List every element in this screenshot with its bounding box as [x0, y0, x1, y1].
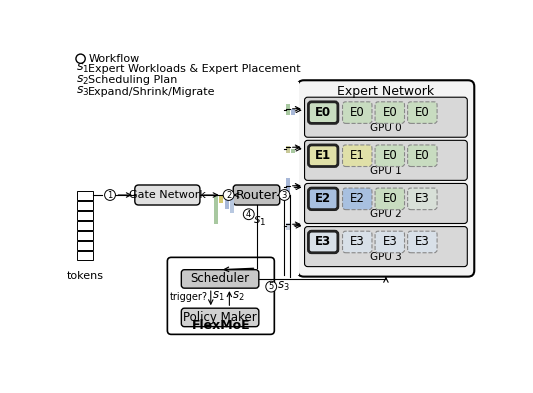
Text: E0: E0 [415, 149, 430, 162]
Text: E3: E3 [415, 235, 430, 248]
Text: E2: E2 [315, 192, 331, 206]
Text: $s_2$: $s_2$ [232, 290, 244, 303]
Text: Expand/Shrink/Migrate: Expand/Shrink/Migrate [88, 87, 216, 97]
FancyBboxPatch shape [375, 188, 405, 209]
Text: E3: E3 [415, 192, 430, 206]
Text: Workflow: Workflow [88, 54, 140, 64]
Bar [286, 178, 290, 192]
Text: E2: E2 [350, 192, 365, 206]
FancyBboxPatch shape [309, 145, 338, 167]
Text: E1: E1 [350, 149, 365, 162]
Text: $s_1$: $s_1$ [76, 62, 89, 75]
Text: FlexMoE: FlexMoE [191, 319, 250, 332]
Text: $s_2$: $s_2$ [76, 74, 89, 87]
Text: GPU 2: GPU 2 [370, 209, 402, 219]
Text: Scheduling Plan: Scheduling Plan [88, 75, 177, 85]
Circle shape [244, 209, 254, 220]
FancyBboxPatch shape [408, 145, 437, 167]
Text: E0: E0 [415, 106, 430, 119]
Bar [292, 109, 295, 115]
FancyBboxPatch shape [181, 270, 259, 288]
Text: E0: E0 [350, 106, 365, 119]
Text: GPU 1: GPU 1 [370, 166, 402, 176]
FancyBboxPatch shape [304, 184, 467, 224]
Text: GPU 0: GPU 0 [370, 123, 402, 132]
FancyBboxPatch shape [181, 308, 259, 327]
FancyBboxPatch shape [304, 97, 467, 137]
Text: Scheduler: Scheduler [190, 272, 249, 285]
Text: E1: E1 [315, 149, 331, 162]
Text: E3: E3 [382, 235, 397, 248]
Bar [225, 195, 229, 209]
Bar [77, 211, 93, 220]
Text: 3: 3 [282, 191, 287, 200]
Text: GPU 3: GPU 3 [370, 252, 402, 262]
Bar [286, 146, 290, 153]
Text: $s_1$: $s_1$ [253, 215, 266, 228]
FancyBboxPatch shape [304, 227, 467, 266]
Bar [286, 104, 290, 115]
FancyBboxPatch shape [343, 188, 372, 209]
FancyBboxPatch shape [309, 102, 338, 123]
FancyBboxPatch shape [408, 188, 437, 209]
Circle shape [266, 281, 277, 292]
Bar [77, 231, 93, 240]
Text: Expert Network: Expert Network [337, 85, 434, 98]
Circle shape [104, 189, 116, 200]
FancyBboxPatch shape [375, 231, 405, 253]
FancyBboxPatch shape [309, 188, 338, 209]
FancyBboxPatch shape [375, 145, 405, 167]
Bar [288, 82, 299, 275]
Bar [77, 221, 93, 230]
Text: 2: 2 [226, 191, 231, 200]
Bar [214, 195, 218, 224]
Bar [286, 223, 290, 230]
Bar [77, 241, 93, 250]
Text: 5: 5 [269, 282, 274, 291]
Bar [230, 195, 234, 213]
Text: Policy Maker: Policy Maker [183, 311, 257, 324]
Bar [219, 195, 223, 203]
FancyBboxPatch shape [135, 185, 200, 205]
Bar [292, 149, 295, 153]
FancyBboxPatch shape [304, 140, 467, 180]
FancyBboxPatch shape [233, 185, 280, 205]
Text: $s_3$: $s_3$ [76, 85, 90, 98]
Text: $s_1$: $s_1$ [212, 290, 224, 303]
FancyBboxPatch shape [309, 231, 338, 253]
Text: E0: E0 [382, 192, 397, 206]
Text: tokens: tokens [67, 271, 104, 281]
Bar [77, 251, 93, 260]
Text: E0: E0 [382, 149, 397, 162]
Text: 1: 1 [108, 191, 112, 200]
FancyBboxPatch shape [343, 231, 372, 253]
Circle shape [223, 189, 234, 200]
Circle shape [76, 54, 85, 63]
FancyBboxPatch shape [408, 102, 437, 123]
Text: E3: E3 [350, 235, 365, 248]
Bar [77, 201, 93, 209]
Circle shape [279, 189, 290, 200]
Text: E0: E0 [315, 106, 331, 119]
Text: trigger?: trigger? [169, 292, 208, 302]
Text: E3: E3 [315, 235, 331, 248]
Text: Expert Workloads & Expert Placement: Expert Workloads & Expert Placement [88, 64, 301, 74]
Text: 4: 4 [246, 210, 252, 219]
FancyBboxPatch shape [408, 231, 437, 253]
Text: Gate Network: Gate Network [129, 190, 206, 200]
Bar [77, 191, 93, 200]
FancyBboxPatch shape [375, 102, 405, 123]
Text: E0: E0 [382, 106, 397, 119]
Text: $s_3$: $s_3$ [277, 280, 290, 293]
FancyBboxPatch shape [343, 102, 372, 123]
FancyBboxPatch shape [343, 145, 372, 167]
Text: Router: Router [236, 189, 277, 202]
FancyBboxPatch shape [297, 80, 474, 277]
